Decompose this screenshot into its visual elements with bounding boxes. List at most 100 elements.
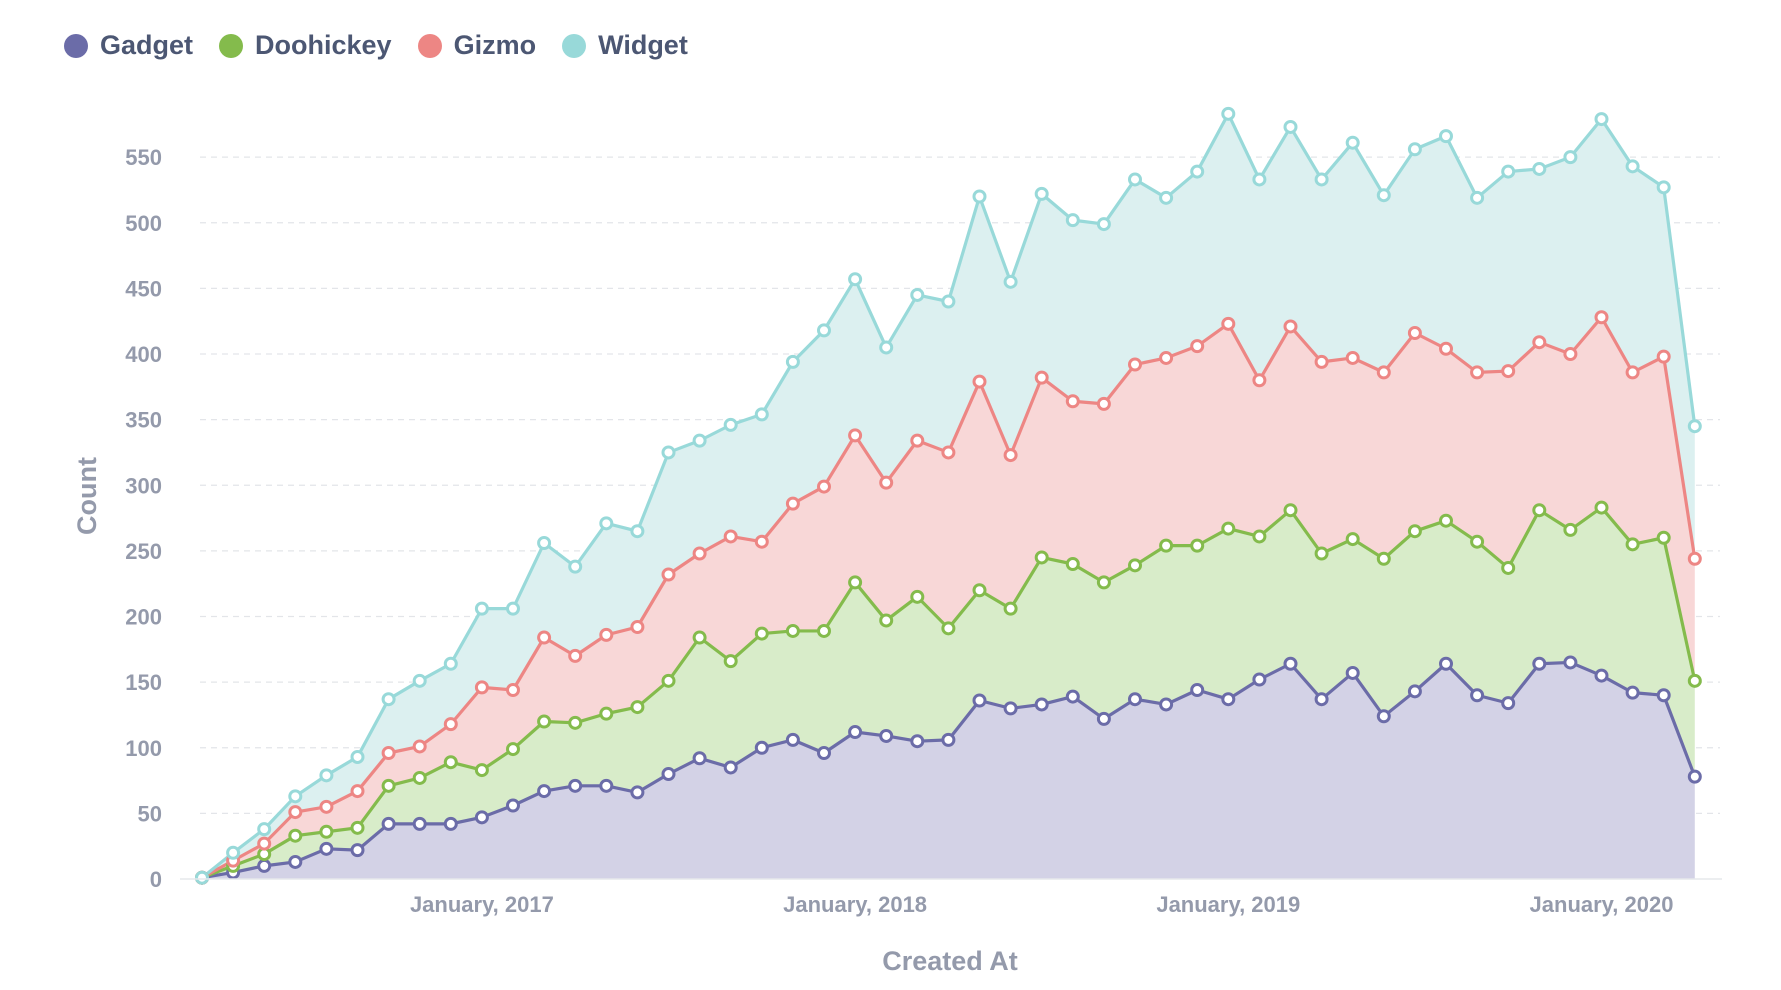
point-doohickey-46	[1625, 537, 1640, 552]
point-gizmo-24	[941, 445, 956, 460]
area-widget	[202, 113, 1695, 878]
point-widget-8	[443, 656, 458, 671]
point-gizmo-45	[1594, 310, 1609, 325]
point-gadget-38	[1376, 709, 1391, 724]
point-widget-2	[257, 822, 272, 837]
point-gadget-43	[1532, 656, 1547, 671]
point-gadget-31	[1159, 697, 1174, 712]
point-gizmo-35	[1283, 319, 1298, 334]
point-gadget-47	[1656, 688, 1671, 703]
y-axis-title: Count	[72, 457, 102, 535]
point-widget-43	[1532, 161, 1547, 176]
point-doohickey-24	[941, 621, 956, 636]
point-widget-16	[692, 433, 707, 448]
point-doohickey-21	[848, 575, 863, 590]
point-gizmo-47	[1656, 349, 1671, 364]
point-widget-30	[1128, 172, 1142, 187]
point-doohickey-39	[1407, 524, 1422, 539]
point-widget-37	[1345, 135, 1360, 150]
point-doohickey-9	[474, 763, 489, 778]
point-gadget-29	[1096, 711, 1111, 726]
point-gizmo-34	[1252, 373, 1267, 388]
point-widget-27	[1034, 186, 1049, 201]
area-gadget	[202, 662, 1695, 879]
point-widget-14	[630, 524, 645, 539]
point-doohickey-37	[1345, 532, 1360, 547]
point-doohickey-41	[1470, 534, 1485, 549]
point-gizmo-6	[381, 746, 396, 760]
point-gizmo-25	[972, 374, 987, 389]
point-widget-48	[1687, 419, 1702, 434]
point-widget-44	[1563, 150, 1578, 165]
legend-dot-widget-icon	[562, 33, 587, 58]
point-gadget-20	[817, 746, 831, 760]
point-widget-24	[941, 294, 956, 309]
legend-item-gadget[interactable]: Gadget	[64, 30, 193, 61]
x-axis-title: Created At	[882, 946, 1018, 976]
y-tick-300: 300	[125, 473, 162, 498]
point-gizmo-11	[537, 630, 552, 645]
point-gizmo-38	[1376, 365, 1391, 380]
point-gizmo-36	[1314, 354, 1329, 369]
point-widget-10	[506, 601, 520, 616]
point-doohickey-28	[1065, 557, 1080, 571]
point-gadget-27	[1034, 697, 1049, 712]
point-gizmo-23	[910, 433, 925, 448]
point-widget-25	[972, 189, 987, 204]
point-widget-13	[599, 516, 614, 531]
x-tick-0: January, 2017	[410, 892, 554, 917]
legend-item-gizmo[interactable]: Gizmo	[417, 30, 536, 61]
point-doohickey-11	[537, 714, 552, 729]
legend-item-doohickey[interactable]: Doohickey	[219, 30, 392, 61]
legend-item-widget[interactable]: Widget	[562, 30, 688, 61]
point-gizmo-29	[1096, 396, 1111, 411]
point-widget-34	[1252, 172, 1267, 187]
point-gadget-45	[1594, 668, 1609, 683]
legend-dot-doohickey-icon	[219, 33, 244, 58]
point-gizmo-13	[599, 627, 614, 642]
point-gizmo-42	[1501, 364, 1516, 379]
point-gadget-13	[599, 778, 614, 793]
point-doohickey-43	[1532, 503, 1547, 518]
point-doohickey-45	[1594, 500, 1609, 515]
point-gizmo-43	[1532, 335, 1547, 350]
point-gizmo-10	[506, 683, 520, 697]
point-gadget-19	[785, 732, 800, 747]
point-gizmo-20	[817, 479, 831, 494]
point-doohickey-14	[630, 700, 645, 715]
point-gadget-26	[1003, 701, 1018, 716]
point-widget-17	[723, 417, 738, 432]
y-tick-150: 150	[125, 670, 162, 695]
point-doohickey-27	[1034, 550, 1049, 565]
point-widget-47	[1656, 180, 1671, 195]
point-gizmo-4	[319, 799, 334, 814]
point-gadget-24	[941, 732, 956, 747]
point-doohickey-7	[412, 770, 427, 785]
point-gadget-15	[661, 767, 676, 781]
point-gizmo-30	[1128, 357, 1142, 372]
point-doohickey-3	[288, 828, 303, 843]
legend-label-widget: Widget	[598, 30, 688, 60]
point-gadget-37	[1345, 665, 1360, 680]
point-doohickey-4	[319, 824, 334, 839]
point-gadget-44	[1563, 655, 1578, 670]
point-doohickey-23	[910, 589, 925, 604]
point-gizmo-16	[692, 546, 707, 561]
point-gizmo-12	[568, 648, 583, 663]
point-widget-3	[288, 789, 303, 804]
point-gadget-41	[1470, 688, 1485, 703]
point-widget-19	[785, 354, 800, 369]
point-gadget-48	[1687, 769, 1702, 784]
point-doohickey-35	[1283, 503, 1298, 518]
point-gizmo-33	[1221, 316, 1236, 331]
y-tick-500: 500	[125, 211, 162, 236]
point-gizmo-14	[630, 620, 645, 634]
point-widget-21	[848, 272, 863, 287]
point-widget-38	[1376, 188, 1391, 203]
point-gadget-17	[723, 760, 738, 775]
point-widget-31	[1159, 190, 1174, 205]
area-gizmo	[202, 317, 1695, 878]
point-doohickey-15	[661, 673, 676, 688]
point-widget-29	[1096, 217, 1111, 232]
